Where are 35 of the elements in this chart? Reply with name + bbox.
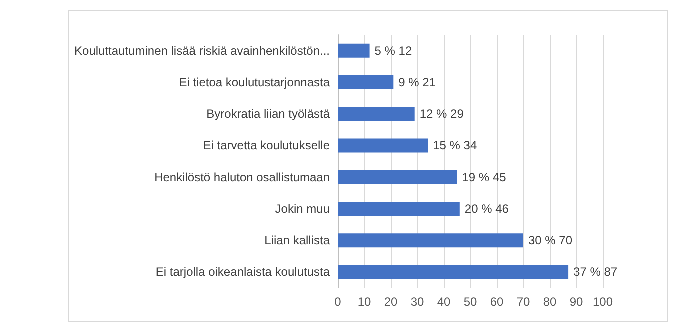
y-tick-label: Ei tarjolla oikeanlaista koulutusta	[156, 265, 330, 280]
x-tick-label: 10	[358, 295, 372, 309]
bar	[338, 202, 460, 216]
x-tick-label: 50	[464, 295, 478, 309]
bar	[338, 44, 370, 58]
bar	[338, 138, 428, 153]
x-tick-label: 70	[516, 295, 530, 309]
data-label: 20 % 46	[464, 202, 510, 216]
data-label: 30 % 70	[528, 234, 573, 248]
bar	[338, 265, 569, 280]
x-tick-label: 20	[384, 295, 398, 309]
y-tick-label: Ei tietoa koulutustarjonnasta	[179, 75, 330, 90]
y-tick-label: Kouluttautuminen lisää riskiä avainhenkilöstön...	[74, 44, 330, 58]
y-tick-label: Jokin muu	[275, 202, 330, 216]
bar	[338, 170, 458, 184]
data-label: 19 % 45	[462, 170, 507, 184]
data-label: 15 % 34	[433, 138, 478, 153]
x-tick-label: 30	[410, 295, 424, 309]
x-tick-label: 60	[490, 295, 504, 309]
y-tick-label: Liian kallista	[264, 234, 330, 248]
x-tick-label: 80	[543, 295, 557, 309]
y-tick-label: Ei tarvetta koulutukselle	[203, 138, 330, 153]
bar	[338, 234, 524, 248]
x-tick-label: 40	[437, 295, 451, 309]
y-tick-label: Henkilöstö haluton osallistumaan	[154, 170, 330, 184]
data-label: 9 % 21	[398, 75, 436, 90]
bar	[338, 107, 415, 122]
data-label: 37 % 87	[574, 265, 618, 280]
bar	[338, 75, 394, 90]
x-tick-label: 0	[334, 295, 342, 309]
data-label: 5 % 12	[374, 44, 412, 58]
x-tick-label: 90	[570, 295, 584, 309]
y-tick-label: Byrokratia liian työlästä	[206, 107, 330, 122]
data-label: 12 % 29	[420, 107, 464, 122]
x-tick-label: 100	[592, 295, 614, 309]
